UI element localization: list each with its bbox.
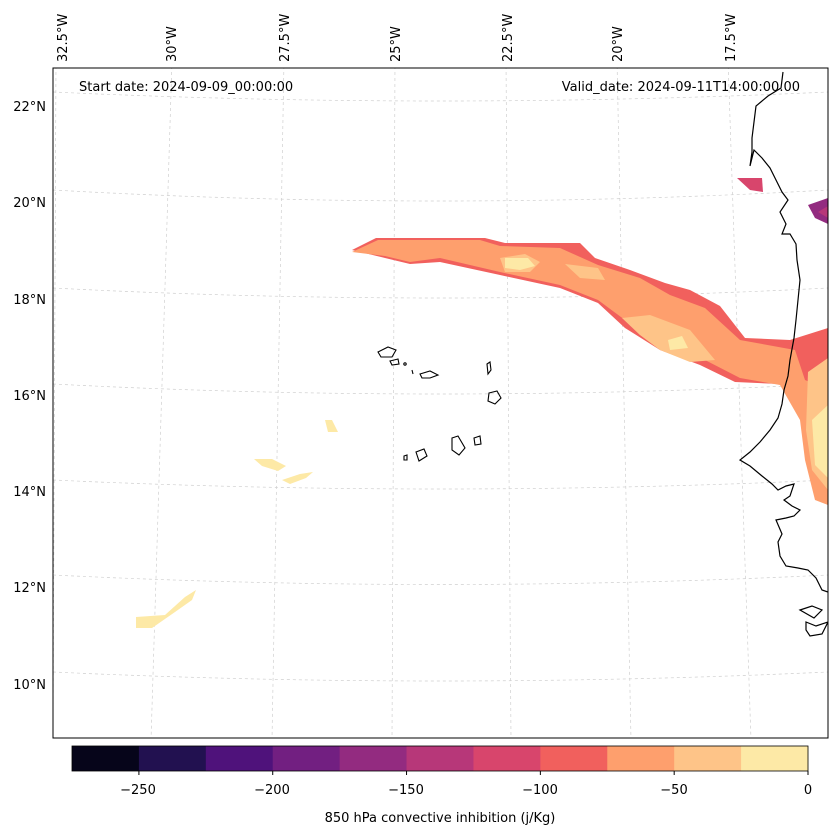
colorbar-tick-labels: −250 −200 −150 −100 −50 0	[120, 783, 812, 798]
colorbar-swatch	[205, 746, 274, 771]
colorbar-ticks	[138, 771, 809, 775]
start-date-label: Start date: 2024-09-09_00:00:00	[79, 80, 293, 95]
cin-patch	[254, 459, 286, 471]
lon-label: 30°W	[165, 26, 180, 62]
cin-band-mid	[352, 240, 828, 505]
lon-label: 27.5°W	[278, 14, 293, 62]
cin-patch	[737, 178, 763, 192]
cape-verde-islands	[377, 346, 502, 462]
lon-label: 22.5°W	[501, 14, 516, 62]
colorbar-swatch	[339, 746, 408, 771]
lat-label: 22°N	[13, 100, 46, 115]
colorbar-tick-label: 0	[804, 783, 812, 798]
colorbar-swatch	[540, 746, 608, 771]
cin-patch	[818, 206, 828, 218]
lon-label: 20°W	[611, 26, 626, 62]
lat-label: 12°N	[13, 581, 46, 596]
colorbar-tick-label: −150	[388, 783, 424, 798]
lat-label: 18°N	[13, 293, 46, 308]
colorbar-frame	[71, 745, 809, 772]
valid-date-label: Valid_date: 2024-09-11T14:00:00.00	[562, 80, 800, 95]
colorbar-swatch	[72, 746, 140, 771]
colorbar-tick-label: −200	[254, 783, 290, 798]
lat-label: 10°N	[13, 678, 46, 693]
colorbar-tick-label: −100	[522, 783, 558, 798]
colorbar-tick-label: −250	[120, 783, 156, 798]
cin-contours	[136, 178, 828, 628]
graticule	[53, 68, 828, 738]
colorbar-tick-label: −50	[660, 783, 687, 798]
colorbar-swatch	[473, 746, 541, 771]
lat-label: 16°N	[13, 389, 46, 404]
colorbar-swatch	[607, 746, 675, 771]
lon-label: 25°W	[389, 26, 404, 62]
map-frame	[52, 67, 829, 739]
lat-label: 14°N	[13, 485, 46, 500]
lat-label: 20°N	[13, 196, 46, 211]
west-african-coastline	[738, 71, 828, 637]
lon-label: 32.5°W	[56, 14, 71, 62]
colorbar-swatch	[272, 746, 341, 771]
colorbar-swatch	[741, 746, 809, 771]
colorbar-swatches	[72, 746, 809, 771]
cin-patch	[808, 198, 828, 224]
lon-label: 17.5°W	[724, 14, 739, 62]
colorbar-swatch	[406, 746, 474, 771]
colorbar-swatch	[138, 746, 207, 771]
latitude-labels: 22°N 20°N 18°N 16°N 14°N 12°N 10°N	[13, 100, 46, 693]
cin-patch	[325, 420, 338, 432]
cin-patch	[282, 472, 313, 484]
colorbar-label: 850 hPa convective inhibition (j/Kg)	[325, 811, 556, 826]
longitude-labels: 32.5°W 30°W 27.5°W 25°W 22.5°W 20°W 17.5…	[56, 14, 739, 62]
cin-patch	[136, 590, 196, 628]
colorbar: −250 −200 −150 −100 −50 0 850 hPa convec…	[71, 745, 812, 826]
colorbar-swatch	[674, 746, 742, 771]
